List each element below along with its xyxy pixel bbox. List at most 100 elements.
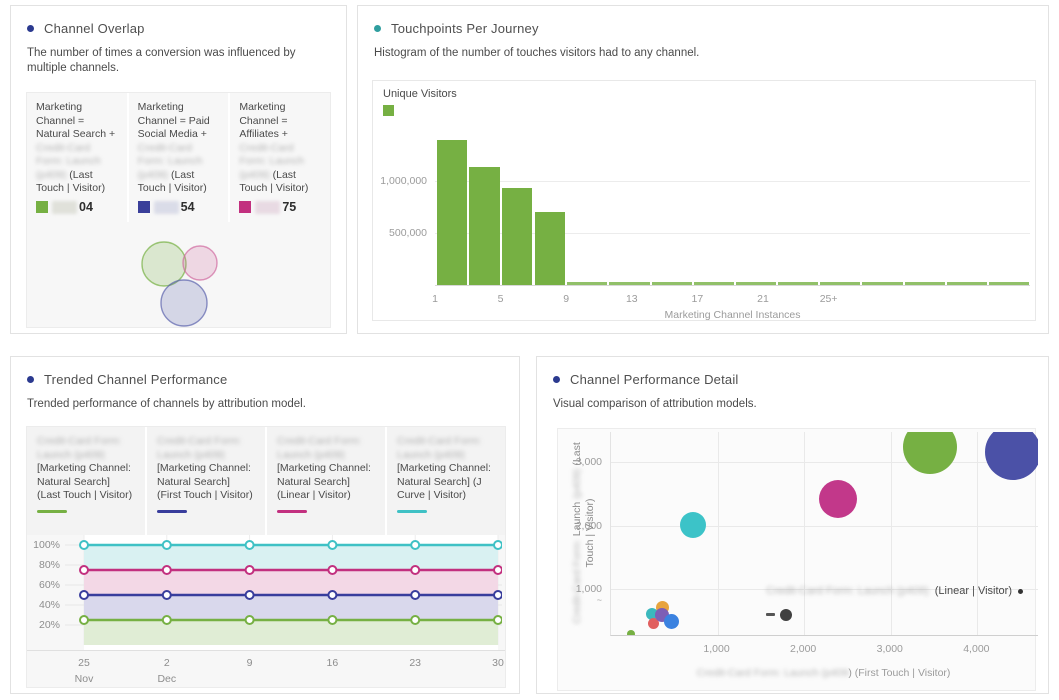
histogram-bar-small[interactable] — [651, 282, 692, 285]
trend-marker[interactable] — [244, 540, 255, 550]
trend-legend-item[interactable]: Credit-Card Form: Launch (p409) [Marketin… — [385, 427, 505, 535]
trend-marker[interactable] — [493, 565, 502, 575]
histogram-bar-small[interactable] — [820, 282, 861, 285]
histogram-bar-small[interactable] — [946, 282, 987, 285]
trend-marker[interactable] — [79, 615, 89, 625]
y-tick-label: 2,000 — [575, 519, 602, 532]
histogram-bar-small[interactable] — [862, 282, 903, 285]
histogram-bar[interactable] — [436, 140, 467, 285]
trend-marker[interactable] — [410, 565, 421, 575]
gridline — [890, 432, 892, 635]
overlap-legend-item[interactable]: Marketing Channel = Natural Search + Cre… — [36, 101, 116, 214]
venn-circle-paid-social-media[interactable] — [160, 279, 208, 327]
trend-marker[interactable] — [244, 565, 255, 575]
x-tick-label: 9 — [563, 293, 570, 305]
trend-marker[interactable] — [410, 590, 421, 600]
trend-marker[interactable] — [327, 565, 338, 575]
gridline — [435, 233, 1030, 234]
histogram-content: Unique Visitors 500,000 1,000,000 1 5 9 13 17… — [372, 80, 1036, 321]
bubble-point[interactable] — [680, 512, 707, 539]
panel-header: Channel Overlap — [11, 6, 346, 36]
trend-marker[interactable] — [327, 590, 338, 600]
bubble-point[interactable] — [984, 432, 1038, 481]
trend-marker[interactable] — [161, 565, 172, 575]
bubble-point[interactable] — [819, 480, 857, 519]
x-tick-label: 3,000 — [876, 643, 903, 655]
x-tick-label: 25+ — [819, 293, 838, 305]
bullet-icon — [27, 376, 34, 383]
trend-marker[interactable] — [79, 590, 89, 600]
histogram-bar[interactable] — [534, 212, 566, 285]
panel-trended-performance: Trended Channel Performance Trended perf… — [10, 356, 520, 694]
legend-line-swatch — [277, 509, 307, 513]
trend-marker[interactable] — [493, 590, 502, 600]
legend-line-swatch — [397, 509, 427, 513]
histogram-bar-small[interactable] — [693, 282, 734, 285]
trend-marker[interactable] — [327, 540, 338, 550]
y-tick-label: 500,000 — [389, 227, 427, 239]
trend-legend-item[interactable]: Credit-Card Form: Launch (p409) [Marketin… — [265, 427, 385, 535]
histogram-bar-small[interactable] — [567, 282, 608, 285]
trend-legend-item[interactable]: Credit-Card Form: Launch (p409) [Marketin… — [145, 427, 265, 535]
y-tick-label: 3,000 — [575, 456, 602, 469]
venn-circle-natural-search[interactable] — [141, 241, 187, 287]
trend-axis-line — [27, 650, 505, 651]
bubble-point[interactable] — [627, 629, 635, 635]
histogram-legend-label: Unique Visitors — [383, 88, 457, 100]
bubble-point[interactable] — [902, 432, 957, 475]
overlap-value: 54 — [180, 199, 195, 214]
trend-marker[interactable] — [161, 540, 172, 550]
histogram-bar[interactable] — [469, 167, 500, 285]
histogram-bar-small[interactable] — [735, 282, 776, 285]
overlap-value: 04 — [79, 199, 93, 214]
histogram-bar-small[interactable] — [778, 282, 819, 285]
trend-marker[interactable] — [244, 615, 255, 625]
trend-marker[interactable] — [161, 590, 172, 600]
overlap-legend-item[interactable]: Marketing Channel = Affiliates + Credit-… — [228, 93, 330, 222]
trend-marker[interactable] — [161, 615, 172, 625]
trend-marker[interactable] — [244, 590, 255, 600]
trend-marker[interactable] — [410, 540, 421, 550]
histogram-bar-small[interactable] — [609, 282, 650, 285]
trend-marker[interactable] — [410, 615, 421, 625]
histogram-bar-small[interactable] — [904, 282, 945, 285]
size-legend-label: (Linear | Visitor) — [934, 585, 1012, 597]
legend-line-swatch — [37, 509, 67, 513]
x-tick-label: 5 — [497, 293, 504, 305]
trend-marker[interactable] — [79, 540, 89, 550]
legend-swatch — [239, 201, 252, 214]
bubble-point[interactable] — [779, 609, 792, 622]
legend-swatch[interactable] — [383, 105, 394, 116]
gridline — [804, 432, 806, 635]
panel-header: Touchpoints Per Journey — [358, 6, 1048, 36]
overlap-legend-item[interactable]: Marketing Channel = Paid Social Media + … — [126, 93, 229, 222]
trend-marker[interactable] — [493, 615, 502, 625]
histogram-bar-small[interactable] — [988, 282, 1029, 285]
trend-marker[interactable] — [327, 615, 338, 625]
x-tick-label: 17 — [691, 293, 704, 305]
bubble-point[interactable] — [645, 608, 658, 620]
gridline — [611, 462, 1038, 464]
trend-marker[interactable] — [493, 540, 502, 550]
trend-chart — [65, 535, 502, 650]
y-tick-label: 60% — [38, 579, 60, 591]
venn-circle-affiliates[interactable] — [182, 245, 218, 281]
panel-touchpoints: Touchpoints Per Journey Histogram of the… — [357, 5, 1049, 334]
bullet-icon — [553, 376, 560, 383]
x-month-label: Nov — [74, 673, 94, 685]
x-tick-label: 23 — [409, 657, 422, 669]
x-tick-label: 16 — [326, 657, 339, 669]
trend-legend-item[interactable]: Credit-Card Form: Launch (p409) [Marketin… — [27, 427, 145, 535]
bubble-plot — [610, 432, 1038, 636]
trend-marker[interactable] — [79, 565, 89, 575]
histogram-bar[interactable] — [502, 187, 533, 285]
panel-subtitle: Visual comparison of attribution models. — [553, 398, 757, 410]
bubble-size-legend[interactable]: Credit-Card Form: Launch (p409) (Linear … — [766, 585, 1023, 597]
panel-header: Channel Performance Detail — [537, 357, 1048, 387]
y-tick-label: 40% — [38, 599, 60, 611]
y-tick-label: 80% — [38, 559, 60, 571]
y-tick-label: 1,000 — [575, 582, 602, 595]
bullet-icon — [27, 25, 34, 32]
bubble-point[interactable] — [664, 613, 680, 629]
bubble-point[interactable] — [647, 618, 659, 630]
